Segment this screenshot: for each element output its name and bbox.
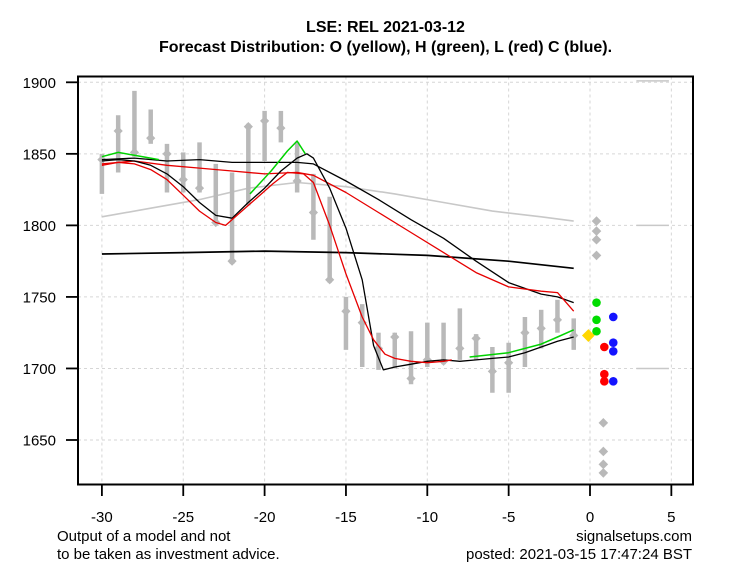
close-forecast-blue [608,312,618,386]
line-model-b-red [101,161,452,364]
line-high-green-seg1 [101,151,159,161]
open-forecast-yellow [581,329,595,342]
chart-title: LSE: REL 2021-03-12 [306,19,465,36]
y-tick-label: 1850 [23,146,56,163]
high-forecast-green [592,298,601,336]
x-tick-label: -25 [172,509,194,526]
background-lines [101,181,574,222]
site-name: signalsetups.com [576,528,692,545]
model-lines [101,140,575,371]
line-high-green-seg3 [469,329,575,358]
plot-border [77,75,694,486]
y-tick-label: 1700 [23,361,56,378]
line-model-a-black [101,157,574,304]
line-model-a-red [101,160,575,312]
x-tick-label: 0 [586,509,594,526]
line-trend-smooth [101,181,574,222]
line-model-b-black [101,153,574,371]
price-bars [97,90,579,393]
y-tick-label: 1800 [23,218,56,235]
x-tick-label: -5 [502,509,515,526]
y-tick-label: 1650 [23,433,56,450]
forecast-distribution-points [581,216,618,478]
gridlines [78,76,693,485]
level-marks [636,80,669,370]
chart-subtitle: Forecast Distribution: O (yellow), H (gr… [158,39,613,56]
line-high-green-seg2 [249,140,306,195]
axes: 1650 1700 1750 1800 1850 1900 -30 -25 -20 -15 -10 -… [23,75,676,526]
y-tick-label: 1900 [23,75,56,92]
disclaimer-line-1: Output of a model and not [57,528,231,545]
x-tick-label: -20 [254,509,276,526]
y-tick-label: 1750 [23,289,56,306]
x-tick-label: 5 [667,509,675,526]
x-tick-label: -10 [416,509,438,526]
posted-timestamp: posted: 2021-03-15 17:47:24 BST [466,546,692,563]
disclaimer-line-2: to be taken as investment advice. [57,546,280,563]
low-forecast-red [600,342,609,386]
low-outliers-gray [598,418,609,478]
x-tick-label: -30 [91,509,113,526]
x-tick-label: -15 [335,509,357,526]
attribution: signalsetups.com posted: 2021-03-15 17:4… [466,528,692,564]
line-baseline-flat-black [101,250,574,270]
high-outliers-gray [591,216,602,261]
disclaimer: Output of a model and not to be taken as… [57,528,280,564]
